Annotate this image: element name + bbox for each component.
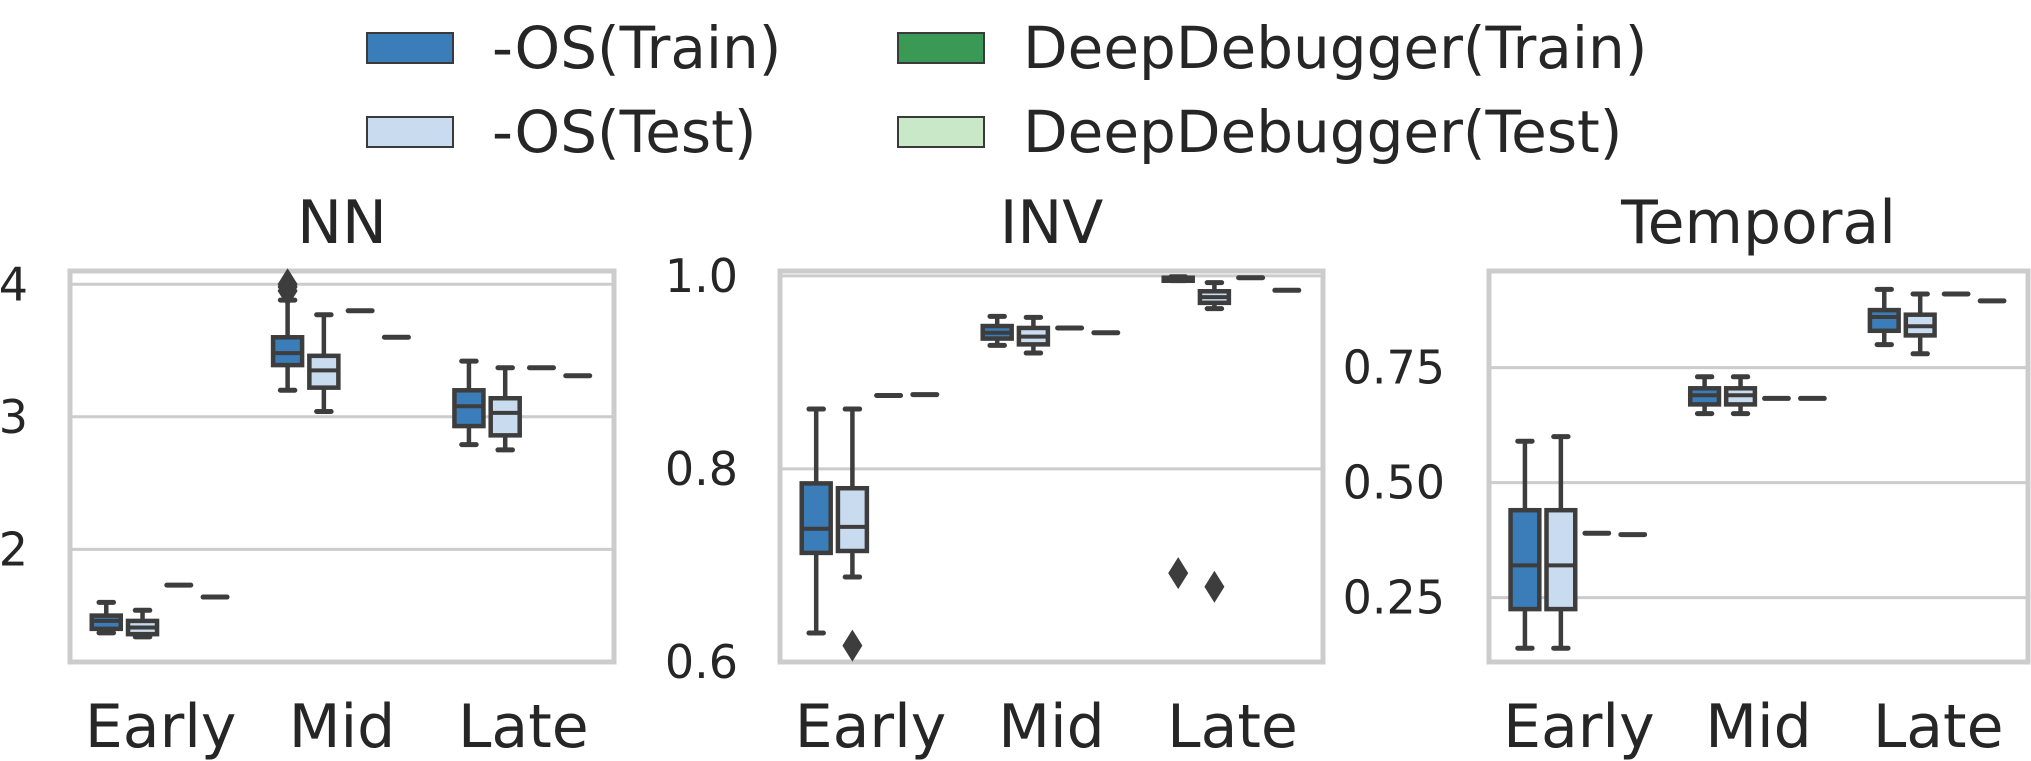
box-os-test-mid xyxy=(1723,374,1758,417)
box-os-train-early xyxy=(89,599,124,636)
panel-inv: 0.6 0.8 1.0 INV Early Mid Late xyxy=(665,188,1326,761)
box-os-train-late xyxy=(452,358,486,448)
box-os-test-late xyxy=(1903,291,1937,357)
legend-label-deepdebugger-train: DeepDebugger(Train) xyxy=(1023,14,1648,82)
outlier-point xyxy=(1204,570,1225,603)
plot-frame xyxy=(1486,268,2031,665)
box-iqr xyxy=(1508,507,1542,612)
legend-swatch-deepdebugger-train xyxy=(897,32,985,64)
x-tick-label: Late xyxy=(458,692,589,761)
box-os-train-mid xyxy=(980,313,1014,348)
y-tick-label: 0.8 xyxy=(665,442,738,496)
x-tick-label: Mid xyxy=(289,692,396,761)
box-iqr xyxy=(835,485,870,554)
box-deepdebugger-train-mid xyxy=(1055,325,1085,331)
box-os-test-late xyxy=(488,365,522,453)
outlier-point xyxy=(842,629,863,662)
box-deepdebugger-test-late xyxy=(1272,287,1302,293)
box-deepdebugger-train-late xyxy=(1236,275,1266,281)
box-deepdebugger-train-early xyxy=(874,393,904,399)
y-tick-label: 1.0 xyxy=(665,249,738,303)
panel-title: Temporal xyxy=(1620,188,1896,258)
x-tick-label: Mid xyxy=(998,692,1105,761)
y-tick-label: 0.25 xyxy=(1343,571,1445,625)
box-iqr xyxy=(799,481,833,556)
box-deepdebugger-train-early xyxy=(164,582,194,588)
plot-frame xyxy=(67,268,617,665)
box-deepdebugger-test-mid xyxy=(381,334,411,340)
box-deepdebugger-train-early xyxy=(1582,530,1612,536)
plot-frame xyxy=(777,268,1326,665)
box-os-train-early xyxy=(799,406,833,636)
box-os-test-early xyxy=(835,406,870,662)
y-tick-label: 0.50 xyxy=(1343,456,1445,510)
box-os-train-early xyxy=(1508,438,1542,651)
legend-item-deepdebugger-test[interactable]: DeepDebugger(Test) xyxy=(897,102,1622,162)
y-tick-label: 0.75 xyxy=(1343,341,1445,395)
box-os-test-early xyxy=(125,607,160,640)
x-tick-label: Late xyxy=(1873,692,2004,761)
box-iqr xyxy=(1544,507,1578,612)
box-deepdebugger-test-early xyxy=(910,392,940,398)
legend-item-os-train[interactable]: -OS(Train) xyxy=(366,18,781,78)
outlier-point xyxy=(277,268,298,301)
box-deepdebugger-train-mid xyxy=(345,308,375,314)
y-tick-label: 2 xyxy=(0,522,28,576)
panel-temporal: 0.25 0.50 0.75 Temporal Early Mid Late xyxy=(1343,188,2031,761)
box-deepdebugger-test-late xyxy=(1977,298,2007,304)
legend: -OS(Train) -OS(Test) DeepDebugger(Train)… xyxy=(0,0,2031,175)
box-deepdebugger-test-early xyxy=(200,594,230,600)
y-tick-label: 0.6 xyxy=(665,635,738,689)
box-deepdebugger-train-late xyxy=(526,365,556,371)
box-deepdebugger-train-late xyxy=(1941,291,1971,297)
box-os-test-mid xyxy=(307,312,341,414)
box-os-train-mid xyxy=(1687,374,1722,417)
outlier-point xyxy=(1168,557,1189,590)
panel-title: INV xyxy=(1000,188,1104,258)
box-os-test-mid xyxy=(1016,314,1051,356)
box-os-train-late xyxy=(1161,274,1195,590)
panel-nn: 2 3 4 NN Early Mid Late xyxy=(0,188,617,761)
legend-label-deepdebugger-test: DeepDebugger(Test) xyxy=(1023,98,1623,166)
legend-swatch-deepdebugger-test xyxy=(897,116,985,148)
x-tick-label: Early xyxy=(795,692,947,761)
box-deepdebugger-train-mid xyxy=(1762,395,1791,401)
legend-swatch-os-test xyxy=(366,116,454,148)
box-deepdebugger-test-late xyxy=(563,373,593,379)
y-tick-label: 4 xyxy=(0,257,28,311)
legend-item-deepdebugger-train[interactable]: DeepDebugger(Train) xyxy=(897,18,1647,78)
x-tick-label: Late xyxy=(1167,692,1298,761)
box-deepdebugger-test-mid xyxy=(1091,330,1121,336)
x-tick-label: Mid xyxy=(1705,692,1812,761)
box-iqr xyxy=(1867,307,1901,334)
box-os-train-mid xyxy=(270,268,305,393)
box-deepdebugger-test-early xyxy=(1618,532,1648,538)
y-tick-label: 3 xyxy=(0,390,28,444)
panel-title: NN xyxy=(297,188,387,258)
box-os-train-late xyxy=(1867,286,1901,348)
legend-label-os-test: -OS(Test) xyxy=(492,98,757,166)
box-os-test-late xyxy=(1197,280,1232,603)
box-os-test-early xyxy=(1544,434,1578,651)
x-tick-label: Early xyxy=(85,692,237,761)
legend-label-os-train: -OS(Train) xyxy=(492,14,782,82)
legend-swatch-os-train xyxy=(366,32,454,64)
x-tick-label: Early xyxy=(1503,692,1655,761)
box-iqr xyxy=(488,395,522,438)
box-deepdebugger-test-mid xyxy=(1798,395,1827,401)
legend-item-os-test[interactable]: -OS(Test) xyxy=(366,102,756,162)
